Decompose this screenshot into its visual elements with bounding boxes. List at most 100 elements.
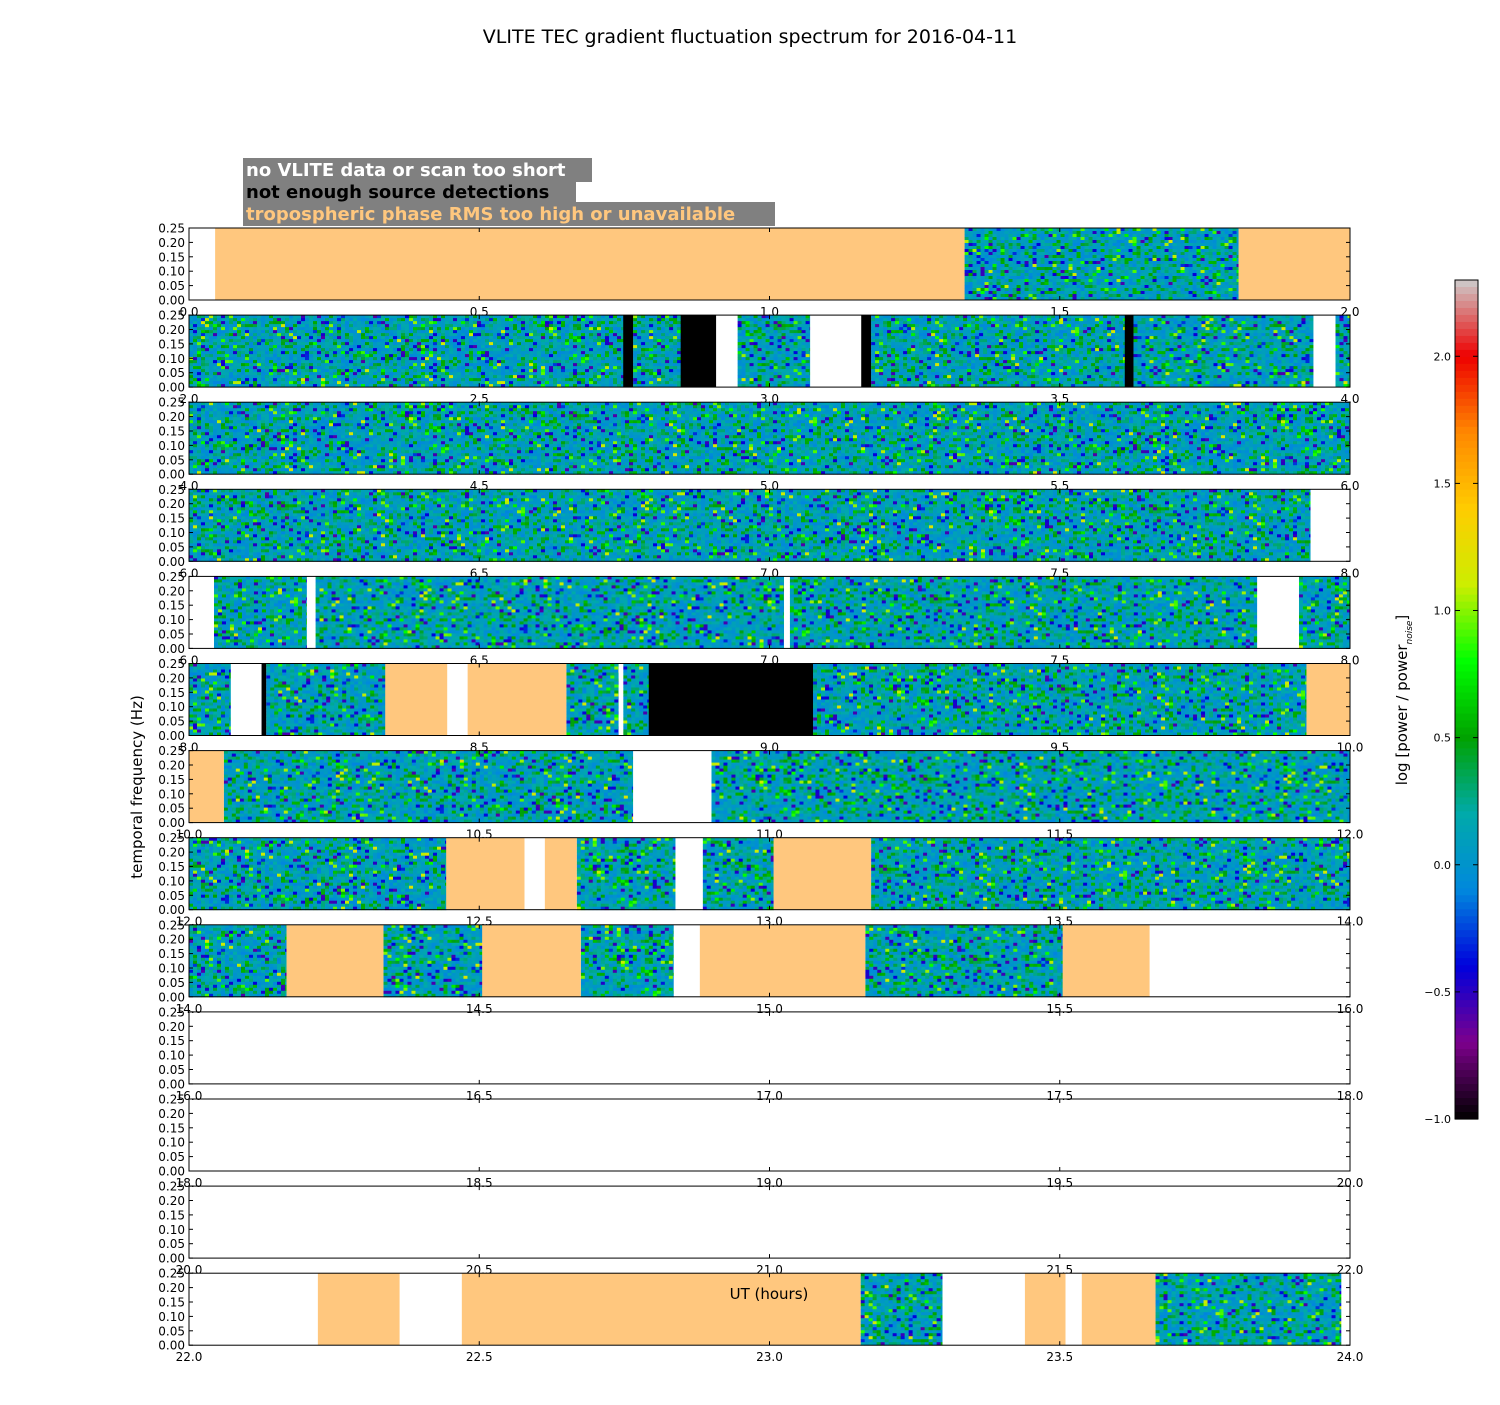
spectrum-cell (357, 354, 361, 357)
spectrum-cell (989, 273, 993, 276)
spectrum-cell (1017, 237, 1021, 240)
spectrum-cell (1109, 237, 1113, 240)
spectrum-cell (321, 318, 325, 321)
spectrum-cell (1205, 243, 1209, 246)
spectrum-cell (341, 378, 345, 381)
spectrum-cell (361, 333, 365, 336)
spectrum-cell (1137, 231, 1141, 234)
spectrum-cell (969, 231, 973, 234)
spectrum-cell (345, 345, 349, 348)
spectrum-cell (1013, 288, 1017, 291)
spectrum-cell (973, 273, 977, 276)
spectrum-cell (1197, 294, 1201, 297)
spectrum-cell (217, 378, 221, 381)
spectrum-cell (965, 270, 969, 273)
spectrum-cell (1069, 279, 1073, 282)
spectrum-cell (245, 339, 249, 342)
spectrum-cell (977, 285, 981, 288)
spectrum-cell (341, 321, 345, 324)
spectrum-cell (1129, 294, 1133, 297)
spectrum-cell (265, 366, 269, 369)
spectrum-cell (257, 360, 261, 363)
spectrum-cell (321, 336, 325, 339)
spectrum-cell (373, 375, 377, 378)
spectrum-cell (1217, 291, 1221, 294)
spectrum-cell (249, 345, 253, 348)
spectrum-cell (1005, 264, 1009, 267)
spectrum-cell (349, 330, 353, 333)
y-tick-label: 0.05 (158, 279, 185, 293)
spectrum-cell (1077, 258, 1081, 261)
spectrum-cell (197, 315, 201, 318)
spectrum-cell (1165, 258, 1169, 261)
spectrum-cell (989, 288, 993, 291)
spectrum-cell (249, 330, 253, 333)
spectrum-cell (1133, 294, 1137, 297)
spectrum-cell (1037, 276, 1041, 279)
spectrum-cell (341, 366, 345, 369)
spectrum-cell (1209, 273, 1213, 276)
spectrum-cell (1113, 264, 1117, 267)
spectrum-cell (985, 246, 989, 249)
spectrum-cell (1089, 291, 1093, 294)
spectrum-cell (349, 327, 353, 330)
spectrum-cell (1089, 234, 1093, 237)
spectrum-cell (1097, 246, 1101, 249)
spectrum-cell (245, 366, 249, 369)
spectrum-cell (349, 342, 353, 345)
spectrum-cell (1009, 240, 1013, 243)
spectrum-cell (1197, 267, 1201, 270)
spectrum-cell (1021, 267, 1025, 270)
spectrum-cell (1001, 261, 1005, 264)
spectrum-cell (1089, 258, 1093, 261)
spectrum-cell (369, 366, 373, 369)
spectrum-cell (981, 264, 985, 267)
spectrum-cell (277, 363, 281, 366)
spectrum-cell (337, 369, 341, 372)
spectrum-cell (1209, 267, 1213, 270)
spectrum-cell (369, 381, 373, 384)
spectrum-cell (1177, 228, 1181, 231)
spectrum-cell (1177, 291, 1181, 294)
spectrum-cell (329, 342, 333, 345)
spectrum-cell (1153, 234, 1157, 237)
spectrum-cell (221, 348, 225, 351)
spectrum-cell (349, 378, 353, 381)
spectrum-cell (1109, 291, 1113, 294)
spectrum-cell (1209, 291, 1213, 294)
spectrum-cell (313, 381, 317, 384)
spectrum-cell (1201, 240, 1205, 243)
spectrum-cell (1017, 294, 1021, 297)
spectrum-cell (1045, 273, 1049, 276)
spectrum-cell (353, 378, 357, 381)
spectrum-cell (301, 345, 305, 348)
spectrum-cell (1161, 267, 1165, 270)
spectrum-cell (333, 378, 337, 381)
spectrum-cell (229, 315, 233, 318)
spectrum-cell (1081, 285, 1085, 288)
spectrum-cell (345, 330, 349, 333)
spectrum-cell (1141, 279, 1145, 282)
spectrum-cell (973, 270, 977, 273)
spectrum-cell (301, 318, 305, 321)
spectrum-cell (249, 366, 253, 369)
spectrum-cell (973, 240, 977, 243)
spectrum-cell (1169, 255, 1173, 258)
spectrum-cell (1085, 249, 1089, 252)
spectrum-cell (361, 315, 365, 318)
spectrum-cell (985, 237, 989, 240)
spectrum-cell (325, 351, 329, 354)
spectrum-cell (213, 369, 217, 372)
spectrum-cell (257, 372, 261, 375)
spectrum-cell (317, 366, 321, 369)
spectrum-cell (361, 327, 365, 330)
spectrum-cell (981, 261, 985, 264)
spectrum-cell (369, 342, 373, 345)
spectrum-cell (1129, 261, 1133, 264)
spectrum-cell (329, 381, 333, 384)
spectrum-cell (1201, 237, 1205, 240)
spectrum-cell (997, 276, 1001, 279)
spectrum-cell (373, 366, 377, 369)
spectrum-cell (237, 360, 241, 363)
spectrum-cell (353, 354, 357, 357)
